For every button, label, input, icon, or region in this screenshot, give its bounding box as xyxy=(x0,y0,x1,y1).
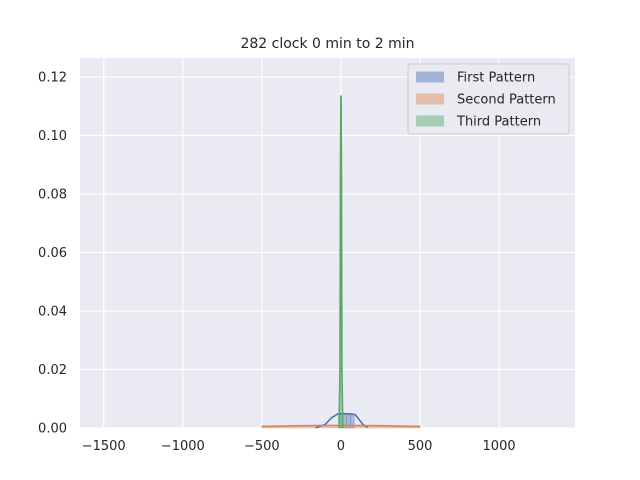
chart-title: 282 clock 0 min to 2 min xyxy=(240,36,414,52)
legend: First Pattern Second Pattern Third Pattern xyxy=(407,63,570,135)
x-tick-label: 500 xyxy=(408,439,433,454)
y-tick-label: 0.00 xyxy=(38,422,67,437)
kde-lines xyxy=(261,95,421,429)
kde-line xyxy=(338,95,344,429)
kde-line xyxy=(261,424,421,428)
kde-line xyxy=(315,412,369,429)
y-tick-label: 0.08 xyxy=(38,188,67,203)
tick-labels: −1500 −1000 −500 0 500 1000 0.00 0.02 0.04 0.06 0.… xyxy=(38,71,516,454)
legend-swatch xyxy=(416,93,444,105)
y-tick-label: 0.04 xyxy=(38,305,67,320)
legend-swatch xyxy=(416,115,444,127)
x-tick-label: 0 xyxy=(337,439,345,454)
legend-label: Third Pattern xyxy=(456,115,541,130)
x-tick-label: −500 xyxy=(244,439,280,454)
x-tick-label: −1500 xyxy=(82,439,126,454)
y-tick-label: 0.06 xyxy=(38,246,67,261)
y-tick-label: 0.12 xyxy=(38,71,67,86)
legend-box xyxy=(407,63,570,135)
y-tick-label: 0.02 xyxy=(38,363,67,378)
legend-label: First Pattern xyxy=(457,71,535,86)
legend-swatch xyxy=(416,71,444,83)
y-tick-label: 0.10 xyxy=(38,129,67,144)
x-tick-label: 1000 xyxy=(483,439,516,454)
x-tick-label: −1000 xyxy=(161,439,205,454)
legend-label: Second Pattern xyxy=(457,93,556,108)
